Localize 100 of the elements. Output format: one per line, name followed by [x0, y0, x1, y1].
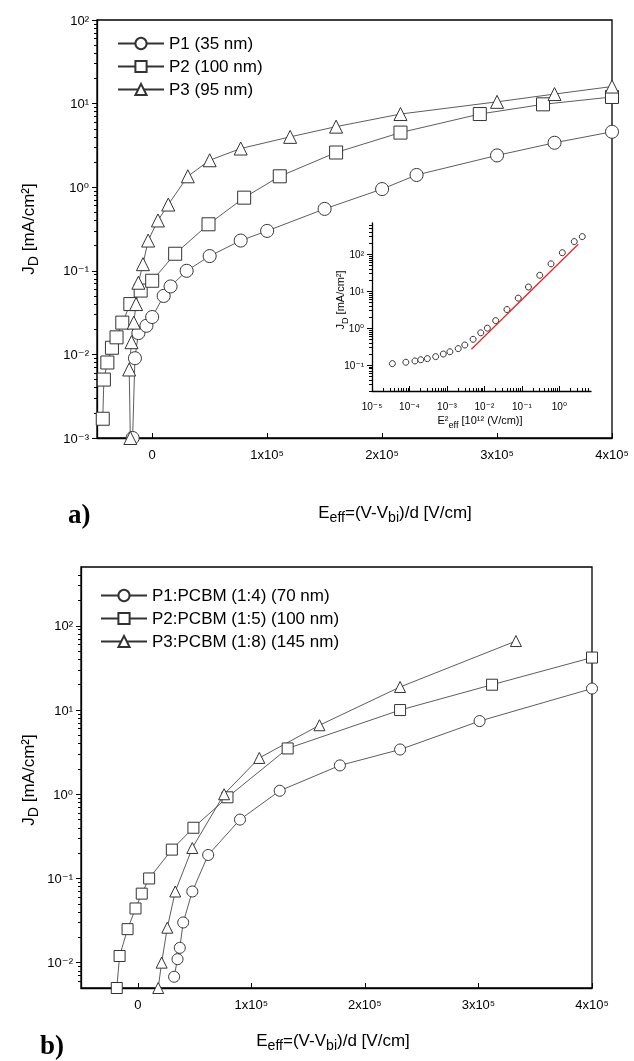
point — [126, 315, 141, 330]
point — [187, 821, 200, 834]
point — [394, 704, 407, 717]
point — [110, 982, 123, 994]
y-tick-label: 10¹ — [349, 285, 365, 297]
point — [490, 148, 505, 163]
x-tick-label: 10⁻³ — [437, 400, 458, 412]
point — [394, 680, 407, 693]
point — [586, 682, 598, 695]
x-axis-title: E$_{eff}$=(V-V$_{bi}$)/d [V/cm] — [318, 502, 472, 526]
point — [237, 190, 252, 205]
point — [394, 743, 407, 756]
point — [135, 887, 148, 900]
y-tick-label: 10⁻² — [47, 955, 74, 971]
point — [129, 297, 144, 312]
legend-label: P1:PCBM (1:4) (70 nm) — [152, 586, 330, 605]
text: a) — [68, 498, 91, 530]
point — [233, 141, 248, 156]
legend-label: P2 (100 nm) — [169, 57, 263, 76]
x-tick-label: 2x10⁵ — [348, 997, 382, 1012]
y-tick-label: 10² — [349, 248, 365, 260]
point — [121, 923, 134, 936]
point — [155, 956, 168, 969]
point — [233, 233, 248, 248]
y-tick-label: 10⁰ — [348, 322, 364, 334]
point — [202, 848, 215, 861]
point — [313, 719, 326, 732]
point — [233, 813, 246, 826]
y-tick-label: 10⁻³ — [63, 430, 90, 446]
point — [473, 715, 486, 728]
x-tick-label: 10⁻² — [474, 400, 495, 412]
legend-label: P3 (95 nm) — [169, 80, 254, 99]
x-tick-label: 0 — [134, 997, 142, 1012]
point — [375, 182, 390, 197]
point — [253, 751, 266, 764]
point — [150, 213, 165, 228]
y-tick-label: 10² — [70, 12, 90, 28]
point — [260, 223, 275, 238]
point — [168, 970, 181, 983]
point — [586, 651, 598, 664]
point — [186, 842, 199, 854]
x-tick-label: 1x10⁵ — [234, 997, 269, 1012]
x-tick-label: 10⁻⁵ — [361, 400, 383, 412]
point — [273, 784, 286, 797]
point — [202, 249, 217, 264]
point — [202, 153, 217, 168]
y-tick-label: 10¹ — [70, 96, 90, 112]
point — [165, 843, 178, 856]
point — [490, 94, 505, 109]
point — [333, 759, 346, 772]
point — [272, 169, 287, 184]
point — [605, 124, 619, 139]
point — [283, 129, 298, 144]
point — [95, 411, 110, 426]
point — [472, 107, 487, 122]
y-tick-label: 10² — [54, 618, 74, 634]
point — [161, 197, 176, 212]
x-tick-label: 10⁻⁴ — [399, 400, 420, 412]
point — [605, 79, 619, 94]
x-axis-title: E²$_{eff}$ [10¹² (V/cm)] — [437, 414, 523, 430]
point — [177, 916, 190, 929]
x-tick-label: 2x10⁵ — [365, 447, 399, 462]
point — [393, 107, 408, 122]
point — [96, 372, 111, 387]
point — [115, 315, 130, 330]
x-tick-label: 4x10⁵ — [575, 997, 609, 1012]
x-tick-label: 10⁻¹ — [512, 400, 533, 412]
point — [179, 263, 194, 278]
point — [141, 233, 156, 248]
point — [329, 119, 344, 134]
text: b) — [40, 1029, 65, 1061]
point — [509, 635, 522, 648]
point — [152, 982, 165, 994]
point — [129, 902, 142, 915]
x-tick-label: 1x10⁵ — [250, 447, 284, 462]
legend-label: P1 (35 nm) — [169, 34, 254, 53]
x-axis-title: E$_{eff}$=(V-V$_{bi}$)/d [V/cm] — [256, 1030, 410, 1054]
point — [156, 288, 171, 303]
point — [168, 246, 183, 261]
point — [393, 125, 408, 140]
point — [317, 201, 332, 216]
point — [127, 351, 142, 366]
y-tick-label: 10⁰ — [69, 179, 89, 195]
legend-label: P2:PCBM (1:5) (100 nm) — [152, 609, 340, 628]
point — [143, 872, 156, 885]
point — [536, 97, 551, 112]
x-tick-label: 10⁰ — [551, 400, 567, 412]
point — [163, 279, 178, 294]
y-tick-label: 10¹ — [54, 702, 74, 718]
y-tick-label: 10⁻¹ — [63, 263, 90, 279]
y-tick-label: 10⁰ — [53, 786, 73, 802]
point — [131, 275, 146, 290]
point — [201, 217, 216, 232]
x-tick-label: 0 — [148, 447, 156, 462]
x-tick-label: 3x10⁵ — [480, 447, 514, 462]
point — [409, 167, 424, 182]
x-tick-label: 4x10⁵ — [595, 447, 629, 462]
point — [113, 949, 126, 962]
x-tick-label: 3x10⁵ — [461, 997, 496, 1012]
point — [145, 273, 160, 288]
